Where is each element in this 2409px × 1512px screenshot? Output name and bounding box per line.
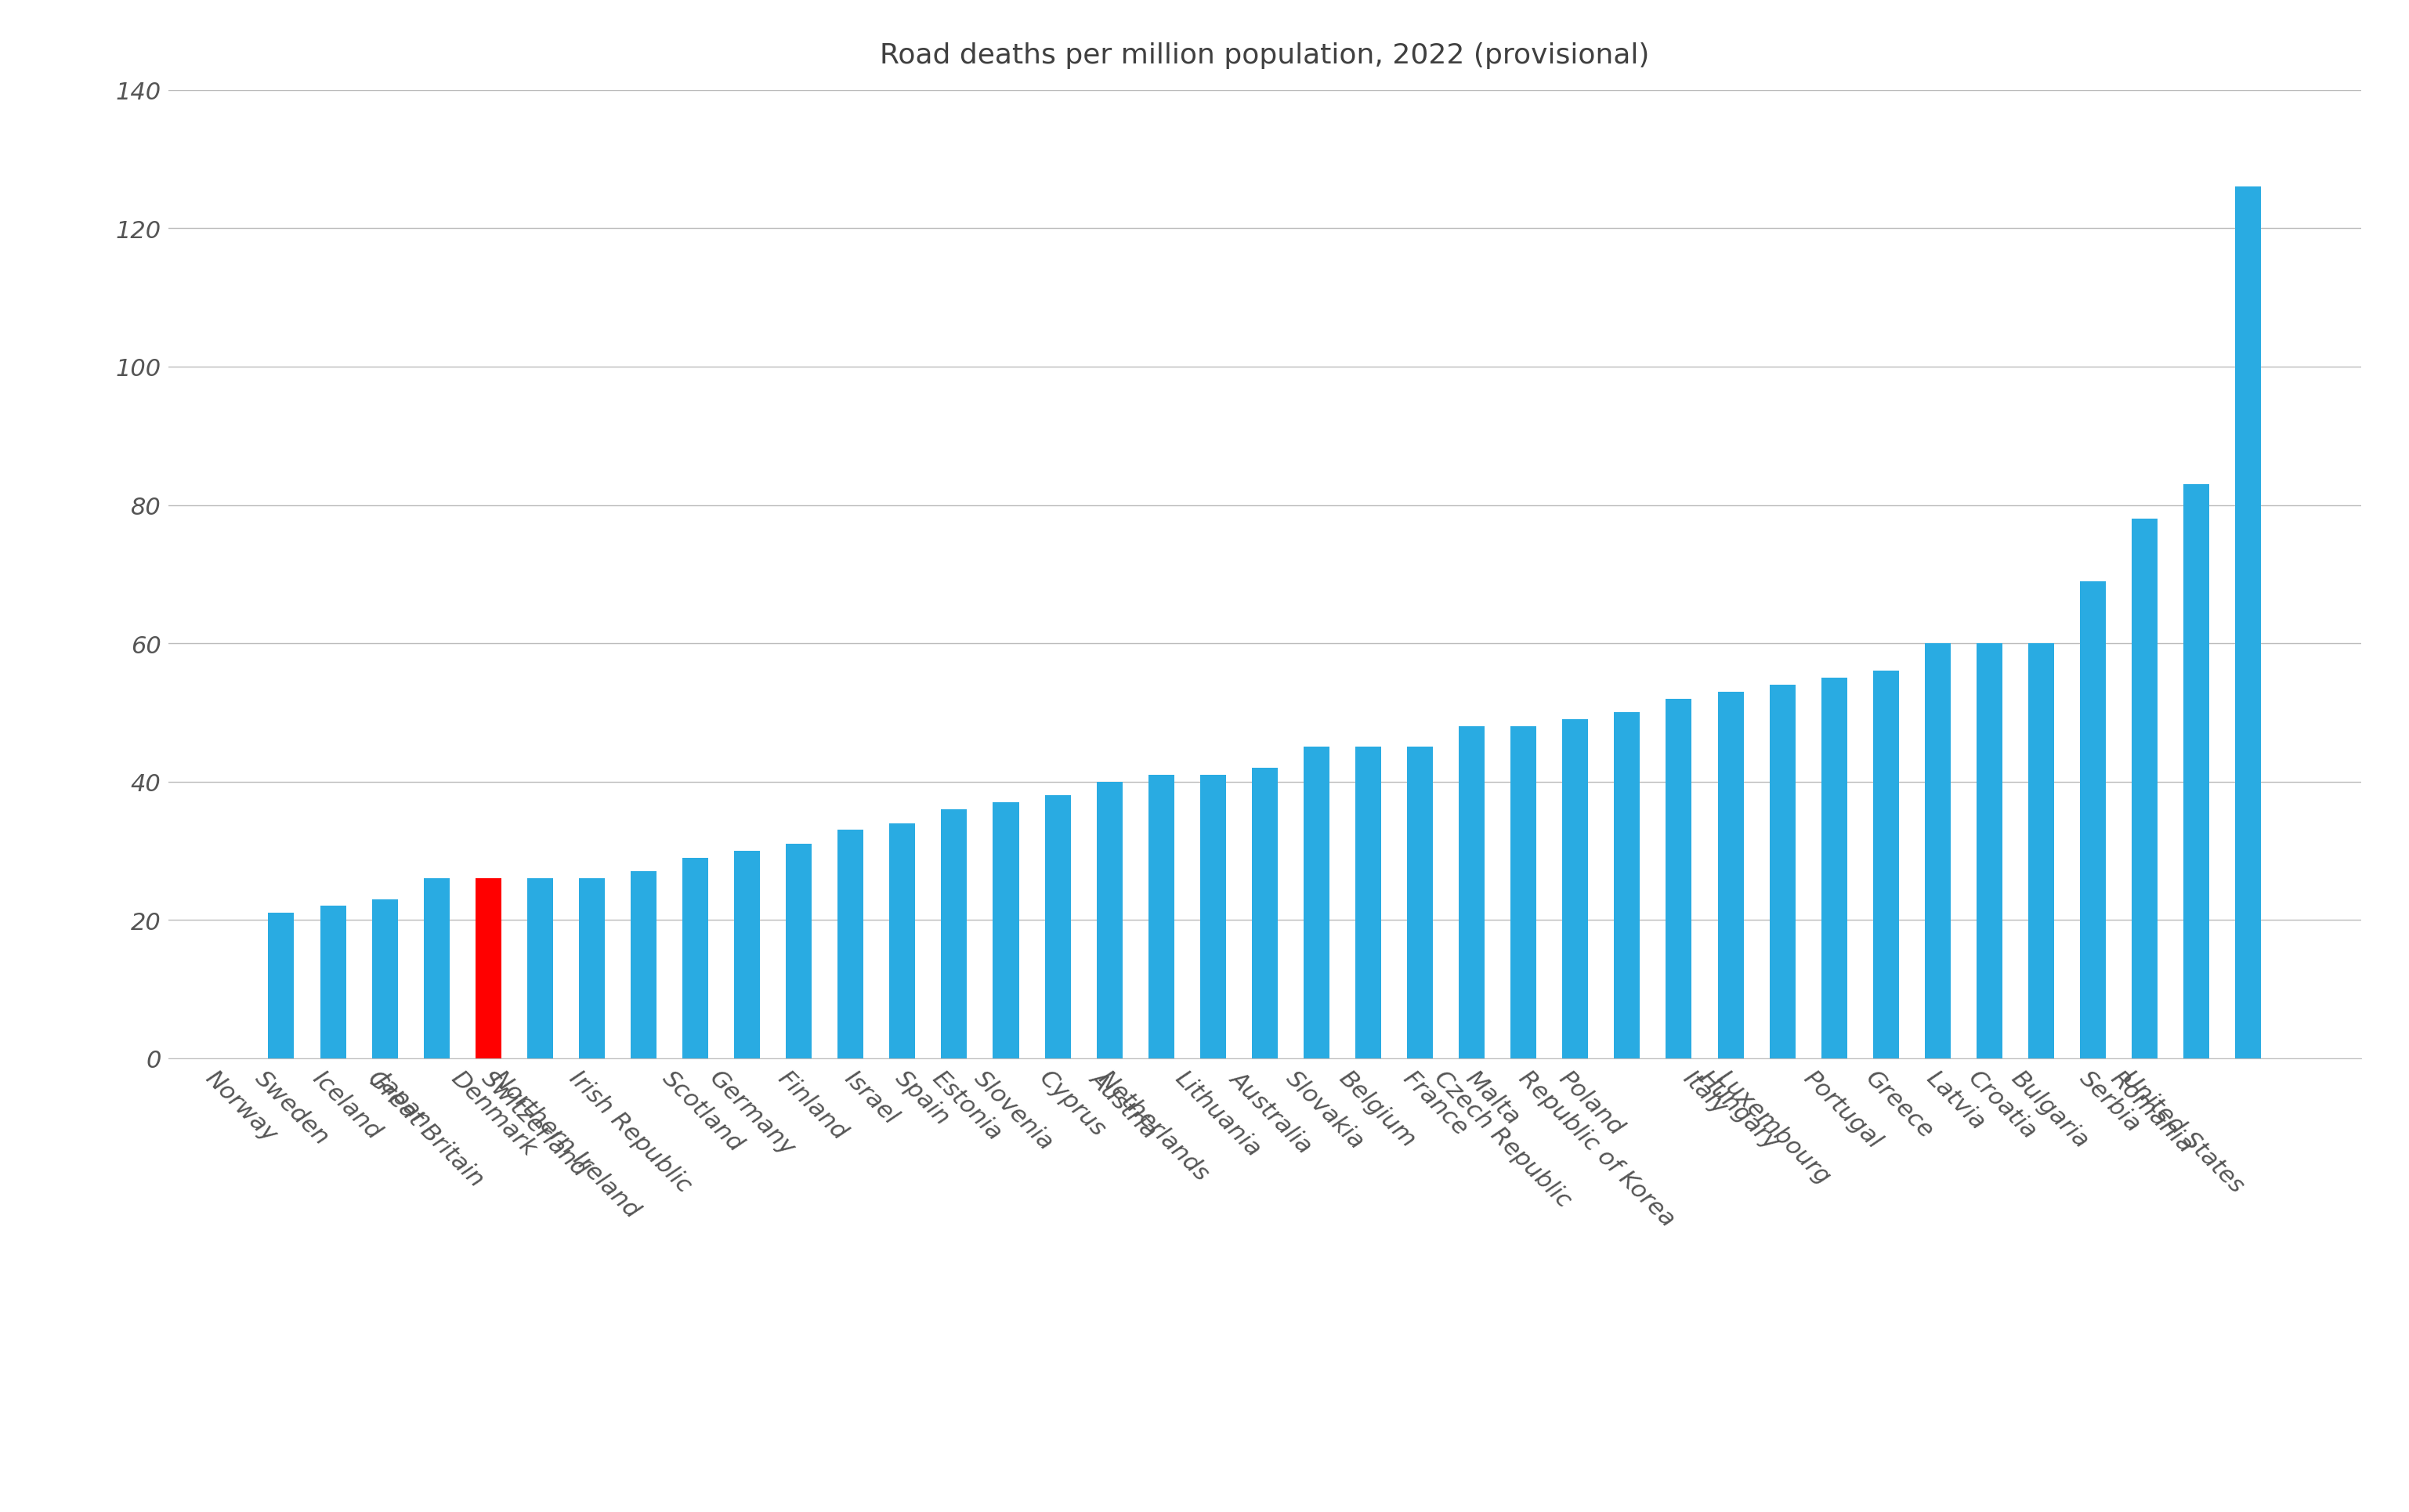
Bar xyxy=(267,913,294,1058)
Bar xyxy=(1200,776,1226,1058)
Bar xyxy=(735,851,759,1058)
Bar xyxy=(1975,644,2002,1058)
Bar xyxy=(2028,644,2055,1058)
Bar xyxy=(1253,768,1277,1058)
Bar xyxy=(631,872,658,1058)
Bar xyxy=(1407,747,1433,1058)
Bar xyxy=(1667,699,1691,1058)
Bar xyxy=(1356,747,1380,1058)
Bar xyxy=(2236,187,2262,1058)
Bar xyxy=(1563,720,1588,1058)
Bar xyxy=(1096,782,1123,1058)
Bar xyxy=(424,878,450,1058)
Bar xyxy=(371,900,397,1058)
Bar xyxy=(528,878,554,1058)
Bar xyxy=(785,844,812,1058)
Bar xyxy=(1872,671,1898,1058)
Bar xyxy=(578,878,605,1058)
Bar xyxy=(2132,519,2158,1058)
Bar xyxy=(1718,692,1744,1058)
Bar xyxy=(993,803,1019,1058)
Bar xyxy=(942,809,966,1058)
Bar xyxy=(2183,485,2209,1058)
Bar xyxy=(475,878,501,1058)
Bar xyxy=(1149,776,1173,1058)
Bar xyxy=(1510,727,1537,1058)
Bar xyxy=(682,857,708,1058)
Bar xyxy=(838,830,862,1058)
Bar xyxy=(1925,644,1951,1058)
Bar xyxy=(2079,582,2105,1058)
Bar xyxy=(1460,727,1484,1058)
Title: Road deaths per million population, 2022 (provisional): Road deaths per million population, 2022… xyxy=(879,42,1650,70)
Bar xyxy=(1771,685,1795,1058)
Bar xyxy=(1046,795,1070,1058)
Bar xyxy=(1614,712,1641,1058)
Bar xyxy=(1303,747,1330,1058)
Bar xyxy=(1821,679,1848,1058)
Bar xyxy=(889,824,915,1058)
Bar xyxy=(320,906,347,1058)
